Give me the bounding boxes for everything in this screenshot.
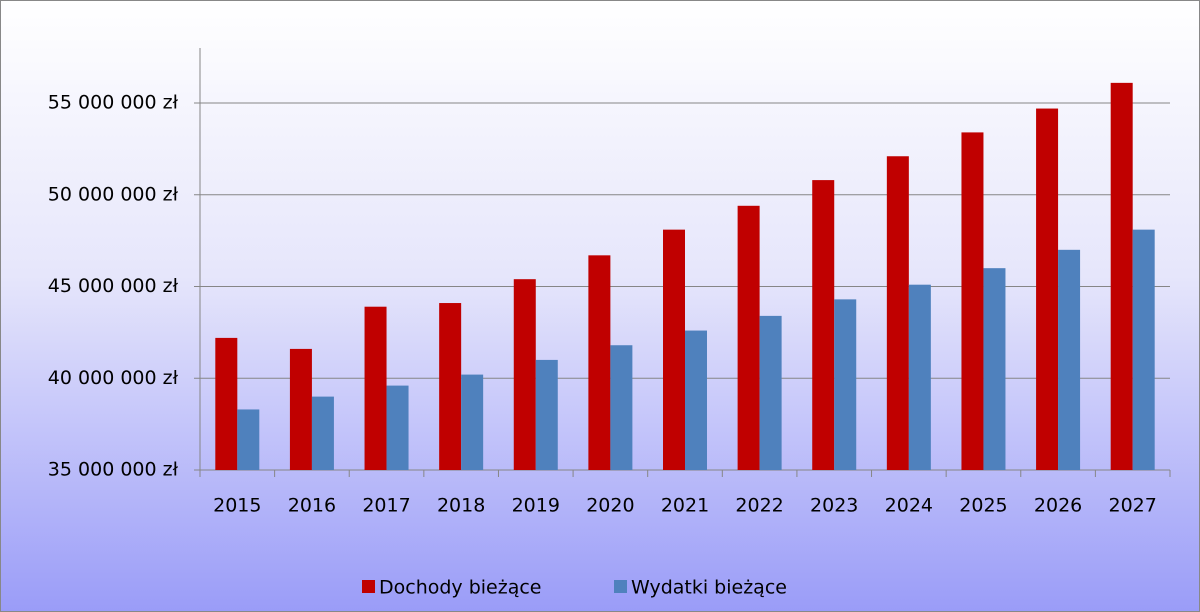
x-tick-label: 2025 [959, 495, 1007, 517]
x-tick-label: 2020 [586, 495, 634, 517]
bar [311, 396, 334, 470]
legend-swatch [362, 580, 375, 593]
legend-label: Dochody bieżące [379, 577, 542, 599]
bar [663, 229, 685, 470]
bar [461, 374, 484, 470]
bar [289, 348, 312, 470]
x-tick-label: 2023 [810, 495, 858, 517]
bar [439, 303, 462, 470]
bar [759, 315, 782, 470]
bar [1058, 249, 1081, 470]
x-tick-label: 2019 [512, 495, 560, 517]
bar [1132, 229, 1155, 470]
bar [364, 306, 387, 470]
bar [588, 255, 611, 470]
bar [983, 268, 1006, 470]
y-tick-label: 40 000 000 zł [48, 367, 179, 389]
x-tick-label: 2022 [735, 495, 783, 517]
y-tick-label: 35 000 000 zł [48, 459, 179, 481]
bar [215, 337, 238, 470]
bar [961, 132, 984, 470]
legend-label: Wydatki bieżące [631, 577, 787, 599]
x-tick-label: 2015 [213, 495, 261, 517]
bar [908, 284, 931, 470]
bar [737, 205, 760, 470]
legend-swatch [614, 580, 627, 593]
bar [1036, 108, 1059, 471]
bar [1110, 82, 1133, 470]
x-tick-label: 2017 [362, 495, 410, 517]
y-tick-label: 50 000 000 zł [48, 183, 179, 205]
y-tick-label: 55 000 000 zł [48, 92, 179, 114]
bar [610, 345, 633, 470]
x-tick-label: 2024 [885, 495, 933, 517]
x-tick-label: 2016 [288, 495, 336, 517]
bar [886, 156, 909, 470]
bar [812, 180, 835, 470]
bar [685, 330, 707, 470]
y-tick-label: 45 000 000 zł [48, 275, 179, 297]
bar [834, 299, 857, 470]
x-tick-label: 2027 [1109, 495, 1157, 517]
bar [535, 359, 558, 470]
x-tick-label: 2018 [437, 495, 485, 517]
bar [386, 385, 409, 470]
bar [237, 409, 260, 470]
bar [513, 279, 536, 470]
x-tick-label: 2021 [661, 495, 709, 517]
x-tick-label: 2026 [1034, 495, 1082, 517]
